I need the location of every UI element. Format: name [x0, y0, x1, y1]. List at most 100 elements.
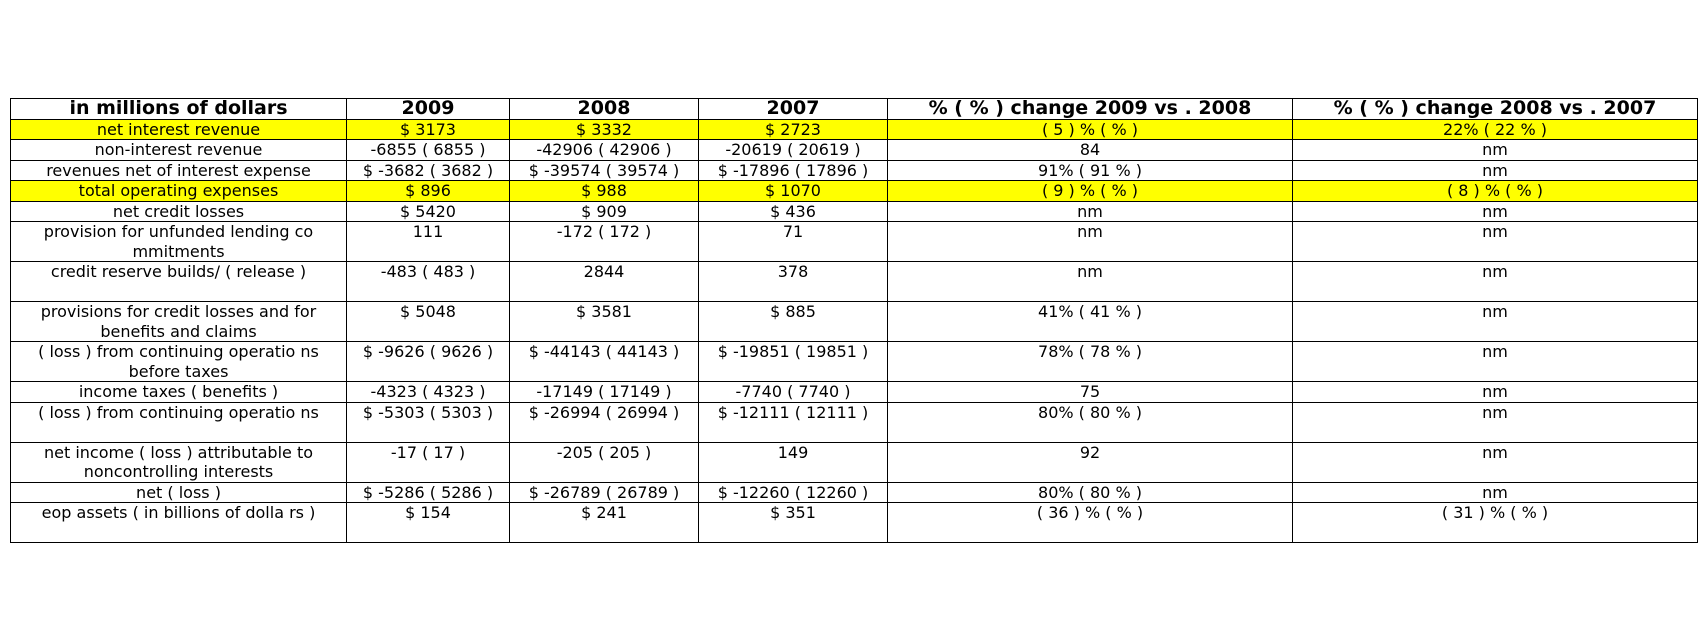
- value-cell: 149: [698, 441, 888, 483]
- value-cell: $ 2723: [698, 118, 888, 140]
- value-cell: $ -12260 ( 12260 ): [698, 481, 888, 503]
- value-cell: 75: [887, 381, 1293, 403]
- value-cell: nm: [887, 200, 1293, 222]
- row-label-cell: income taxes ( benefits ): [10, 381, 347, 403]
- table-row: total operating expenses $ 896 $ 988 $ 1070…: [10, 180, 1698, 202]
- value-cell: 84: [887, 139, 1293, 161]
- value-cell: $ -26994 ( 26994 ): [509, 401, 699, 443]
- header-cell: in millions of dollars: [10, 98, 347, 120]
- value-cell: nm: [1292, 481, 1698, 503]
- value-cell: $ -17896 ( 17896 ): [698, 159, 888, 181]
- value-cell: ( 31 ) % ( % ): [1292, 502, 1698, 543]
- value-cell: $ 3173: [346, 118, 510, 140]
- value-cell: 111: [346, 221, 510, 262]
- value-cell: nm: [1292, 381, 1698, 403]
- table-row: income taxes ( benefits ) -4323 ( 4323 ) -…: [10, 381, 1698, 403]
- value-cell: -172 ( 172 ): [509, 221, 699, 262]
- value-cell: 2844: [509, 261, 699, 302]
- value-cell: 92: [887, 441, 1293, 483]
- row-label-cell: revenues net of interest expense: [10, 159, 347, 181]
- table-row: net ( loss ) $ -5286 ( 5286 ) $ -26789 ( 2…: [10, 481, 1698, 503]
- value-cell: nm: [1292, 301, 1698, 342]
- value-cell: nm: [887, 221, 1293, 262]
- row-label-cell: credit reserve builds/ ( release ): [10, 261, 347, 302]
- value-cell: $ 154: [346, 502, 510, 543]
- value-cell: nm: [1292, 261, 1698, 302]
- row-label-cell: non-interest revenue: [10, 139, 347, 161]
- row-label-cell: net credit losses: [10, 200, 347, 222]
- row-label-cell: net income ( loss ) attributable to nonc…: [10, 441, 347, 483]
- value-cell: 80% ( 80 % ): [887, 481, 1293, 503]
- value-cell: $ 1070: [698, 180, 888, 202]
- value-cell: $ -12111 ( 12111 ): [698, 401, 888, 443]
- table-row: non-interest revenue -6855 ( 6855 ) -42906…: [10, 139, 1698, 161]
- value-cell: nm: [1292, 159, 1698, 181]
- value-cell: -17149 ( 17149 ): [509, 381, 699, 403]
- header-cell: 2009: [346, 98, 510, 120]
- value-cell: nm: [1292, 139, 1698, 161]
- value-cell: $ 436: [698, 200, 888, 222]
- value-cell: $ 5048: [346, 301, 510, 342]
- header-cell: 2008: [509, 98, 699, 120]
- value-cell: -7740 ( 7740 ): [698, 381, 888, 403]
- value-cell: ( 9 ) % ( % ): [887, 180, 1293, 202]
- row-label-cell: net interest revenue: [10, 118, 347, 140]
- header-cell: 2007: [698, 98, 888, 120]
- table-row: provision for unfunded lending co mmitme…: [10, 221, 1698, 262]
- value-cell: 91% ( 91 % ): [887, 159, 1293, 181]
- value-cell: ( 5 ) % ( % ): [887, 118, 1293, 140]
- value-cell: 41% ( 41 % ): [887, 301, 1293, 342]
- table-row: net credit losses $ 5420 $ 909 $ 436 nm nm: [10, 200, 1698, 222]
- value-cell: $ 3332: [509, 118, 699, 140]
- row-label-cell: eop assets ( in billions of dolla rs ): [10, 502, 347, 543]
- value-cell: nm: [887, 261, 1293, 302]
- header-cell: % ( % ) change 2009 vs . 2008: [887, 98, 1293, 120]
- value-cell: $ 3581: [509, 301, 699, 342]
- value-cell: $ -44143 ( 44143 ): [509, 341, 699, 382]
- value-cell: 71: [698, 221, 888, 262]
- value-cell: $ 896: [346, 180, 510, 202]
- value-cell: -483 ( 483 ): [346, 261, 510, 302]
- value-cell: -6855 ( 6855 ): [346, 139, 510, 161]
- row-label-cell: provision for unfunded lending co mmitme…: [10, 221, 347, 262]
- header-row: in millions of dollars 2009 2008 2007 % …: [10, 98, 1698, 120]
- table-row: ( loss ) from continuing operatio ns bef…: [10, 341, 1698, 382]
- value-cell: $ 885: [698, 301, 888, 342]
- value-cell: ( 8 ) % ( % ): [1292, 180, 1698, 202]
- value-cell: $ 909: [509, 200, 699, 222]
- value-cell: -205 ( 205 ): [509, 441, 699, 483]
- table-row: eop assets ( in billions of dolla rs ) $ …: [10, 502, 1698, 543]
- table-row: ( loss ) from continuing operatio ns $ -5…: [10, 401, 1698, 443]
- value-cell: nm: [1292, 200, 1698, 222]
- value-cell: $ 351: [698, 502, 888, 543]
- value-cell: 78% ( 78 % ): [887, 341, 1293, 382]
- value-cell: $ -5286 ( 5286 ): [346, 481, 510, 503]
- value-cell: -17 ( 17 ): [346, 441, 510, 483]
- table-row: net income ( loss ) attributable to nonc…: [10, 441, 1698, 483]
- table-row: provisions for credit losses and for ben…: [10, 301, 1698, 342]
- value-cell: 378: [698, 261, 888, 302]
- value-cell: $ -26789 ( 26789 ): [509, 481, 699, 503]
- value-cell: 80% ( 80 % ): [887, 401, 1293, 443]
- value-cell: -42906 ( 42906 ): [509, 139, 699, 161]
- value-cell: nm: [1292, 401, 1698, 443]
- value-cell: -20619 ( 20619 ): [698, 139, 888, 161]
- row-label-cell: ( loss ) from continuing operatio ns bef…: [10, 341, 347, 382]
- header-cell: % ( % ) change 2008 vs . 2007: [1292, 98, 1698, 120]
- value-cell: $ 241: [509, 502, 699, 543]
- value-cell: nm: [1292, 441, 1698, 483]
- table-body: net interest revenue $ 3173 $ 3332 $ 2723( …: [10, 118, 1698, 543]
- table-row: credit reserve builds/ ( release ) -483 (…: [10, 261, 1698, 302]
- value-cell: 22% ( 22 % ): [1292, 118, 1698, 140]
- table-row: revenues net of interest expense $ -3682 …: [10, 159, 1698, 181]
- financial-table: in millions of dollars 2009 2008 2007 % …: [10, 98, 1698, 543]
- value-cell: $ -19851 ( 19851 ): [698, 341, 888, 382]
- row-label-cell: net ( loss ): [10, 481, 347, 503]
- row-label-cell: provisions for credit losses and for ben…: [10, 301, 347, 342]
- value-cell: nm: [1292, 341, 1698, 382]
- value-cell: $ -5303 ( 5303 ): [346, 401, 510, 443]
- row-label-cell: ( loss ) from continuing operatio ns: [10, 401, 347, 443]
- value-cell: $ -39574 ( 39574 ): [509, 159, 699, 181]
- value-cell: $ 988: [509, 180, 699, 202]
- value-cell: $ 5420: [346, 200, 510, 222]
